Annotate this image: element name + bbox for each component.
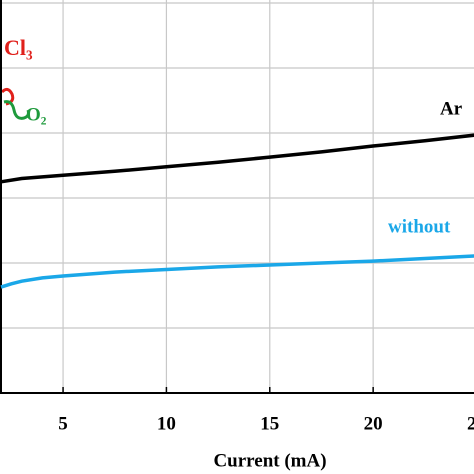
- annotation: O₂: [26, 104, 47, 125]
- x-tick-label: 20: [364, 413, 383, 434]
- series-label: without: [388, 216, 451, 237]
- series-line: [0, 133, 474, 184]
- series-label: Ar: [440, 98, 463, 119]
- x-tick-label: 15: [260, 413, 279, 434]
- green-squiggle: [3, 100, 30, 120]
- x-axis-label: Current (mA): [213, 450, 326, 471]
- series-line: [0, 254, 474, 289]
- x-tick-label: 25: [467, 413, 474, 434]
- annotation: Cl₃: [4, 35, 33, 60]
- x-tick-label: 5: [58, 413, 68, 434]
- x-tick-label: 10: [157, 413, 176, 434]
